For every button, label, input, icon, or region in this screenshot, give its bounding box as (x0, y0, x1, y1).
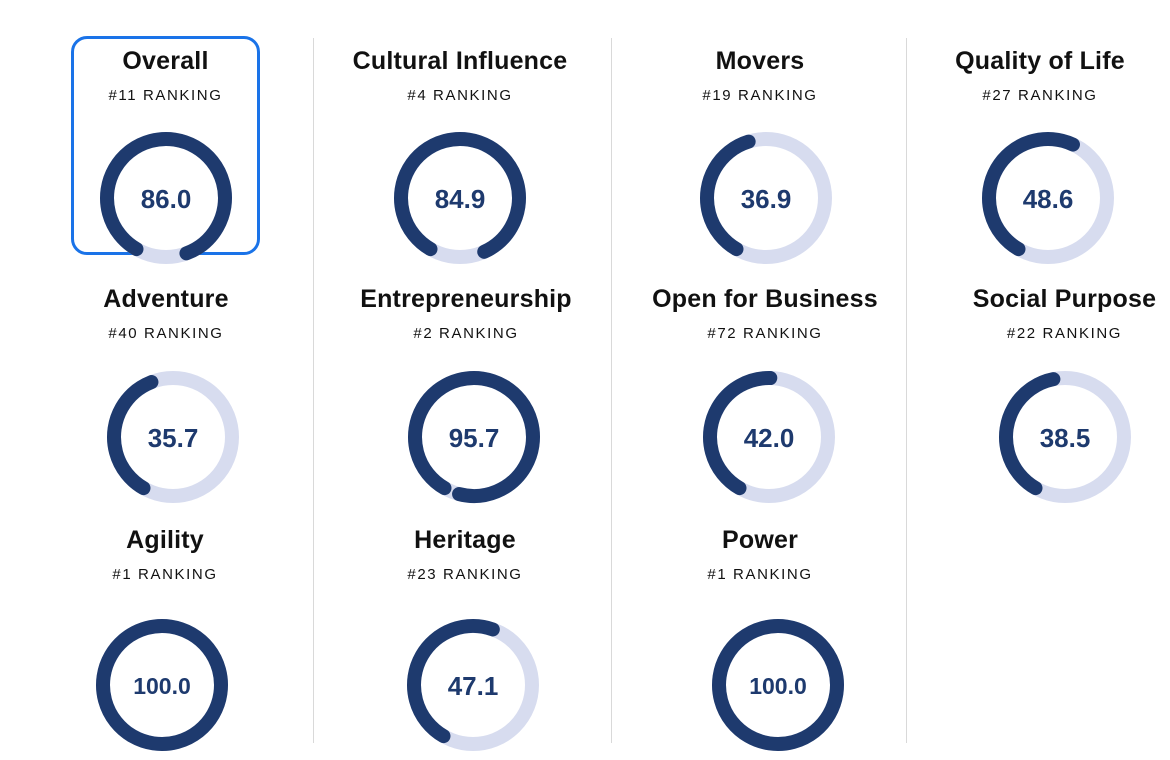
score-value: 36.9 (741, 184, 792, 214)
column-divider (906, 38, 907, 743)
score-card-power[interactable]: Power #1 RANKING 100.0 (675, 515, 845, 751)
score-value: 84.9 (435, 184, 486, 214)
card-title: Heritage (414, 526, 516, 554)
score-value: 38.5 (1039, 423, 1090, 453)
column-divider (313, 38, 314, 743)
score-ring: 86.0 (99, 132, 232, 264)
ranking-label: #4 RANKING (407, 87, 513, 104)
score-card-social-purpose[interactable]: Social Purpose #22 RANKING 38.5 (962, 274, 1167, 503)
card-title: Movers (715, 47, 805, 75)
score-card-entrepreneurship[interactable]: Entrepreneurship #2 RANKING 95.7 (336, 274, 596, 503)
score-value: 86.0 (140, 184, 191, 214)
ring-progress (394, 132, 526, 264)
ranking-label: #1 RANKING (707, 566, 813, 583)
score-ring: 95.7 (408, 371, 540, 503)
ranking-label: #27 RANKING (982, 87, 1098, 104)
score-value: 100.0 (749, 673, 807, 699)
ring-progress (408, 371, 540, 503)
card-title: Entrepreneurship (360, 285, 572, 313)
ranking-label: #23 RANKING (407, 566, 523, 583)
ring-progress (700, 132, 832, 264)
score-ring: 48.6 (982, 132, 1114, 264)
card-title: Social Purpose (972, 285, 1157, 313)
score-card-heritage[interactable]: Heritage #23 RANKING 47.1 (380, 515, 550, 751)
score-card-overall[interactable]: Overall #11 RANKING 86.0 (71, 36, 260, 264)
column-divider (611, 38, 612, 743)
ring-progress (703, 371, 835, 503)
ranking-label: #2 RANKING (413, 325, 519, 342)
ring-progress (99, 132, 232, 264)
ranking-label: #22 RANKING (1006, 325, 1123, 342)
score-ring: 36.9 (700, 132, 832, 264)
ranking-label: #11 RANKING (108, 87, 223, 104)
card-title: Open for Business (652, 285, 878, 313)
card-title: Cultural Influence (352, 47, 568, 75)
score-ring: 35.7 (106, 371, 239, 503)
ring-progress (106, 371, 239, 503)
score-ring: 42.0 (703, 371, 835, 503)
ring-progress (407, 619, 539, 751)
score-ring: 84.9 (394, 132, 526, 264)
ranking-label: #1 RANKING (112, 566, 218, 583)
ring-progress (998, 371, 1131, 503)
score-card-adventure[interactable]: Adventure #40 RANKING 35.7 (81, 274, 251, 503)
card-title: Adventure (103, 285, 229, 313)
score-value: 48.6 (1023, 184, 1074, 214)
score-value: 35.7 (148, 423, 199, 453)
score-value: 100.0 (133, 673, 191, 699)
card-title: Overall (122, 47, 209, 75)
score-card-agility[interactable]: Agility #1 RANKING 100.0 (80, 515, 250, 751)
score-ring: 100.0 (712, 619, 844, 751)
score-ring: 47.1 (407, 619, 539, 751)
score-value: 47.1 (448, 671, 499, 701)
ranking-label: #72 RANKING (707, 325, 823, 342)
ranking-label: #40 RANKING (108, 325, 224, 342)
score-ring: 38.5 (998, 371, 1131, 503)
score-card-quality-of-life[interactable]: Quality of Life #27 RANKING 48.6 (940, 36, 1140, 264)
score-ring: 100.0 (95, 619, 228, 751)
score-card-cultural-influence[interactable]: Cultural Influence #4 RANKING 84.9 (330, 36, 590, 264)
ranking-label: #19 RANKING (702, 87, 818, 104)
card-title: Agility (126, 526, 204, 554)
ring-progress (95, 619, 228, 751)
score-value: 95.7 (449, 423, 500, 453)
score-value: 42.0 (744, 423, 795, 453)
ring-progress (712, 619, 844, 751)
ring-progress (982, 132, 1114, 264)
score-card-movers[interactable]: Movers #19 RANKING 36.9 (660, 36, 860, 264)
card-title: Power (721, 526, 799, 554)
score-card-open-for-business[interactable]: Open for Business #72 RANKING 42.0 (640, 274, 890, 503)
card-title: Quality of Life (955, 47, 1125, 75)
